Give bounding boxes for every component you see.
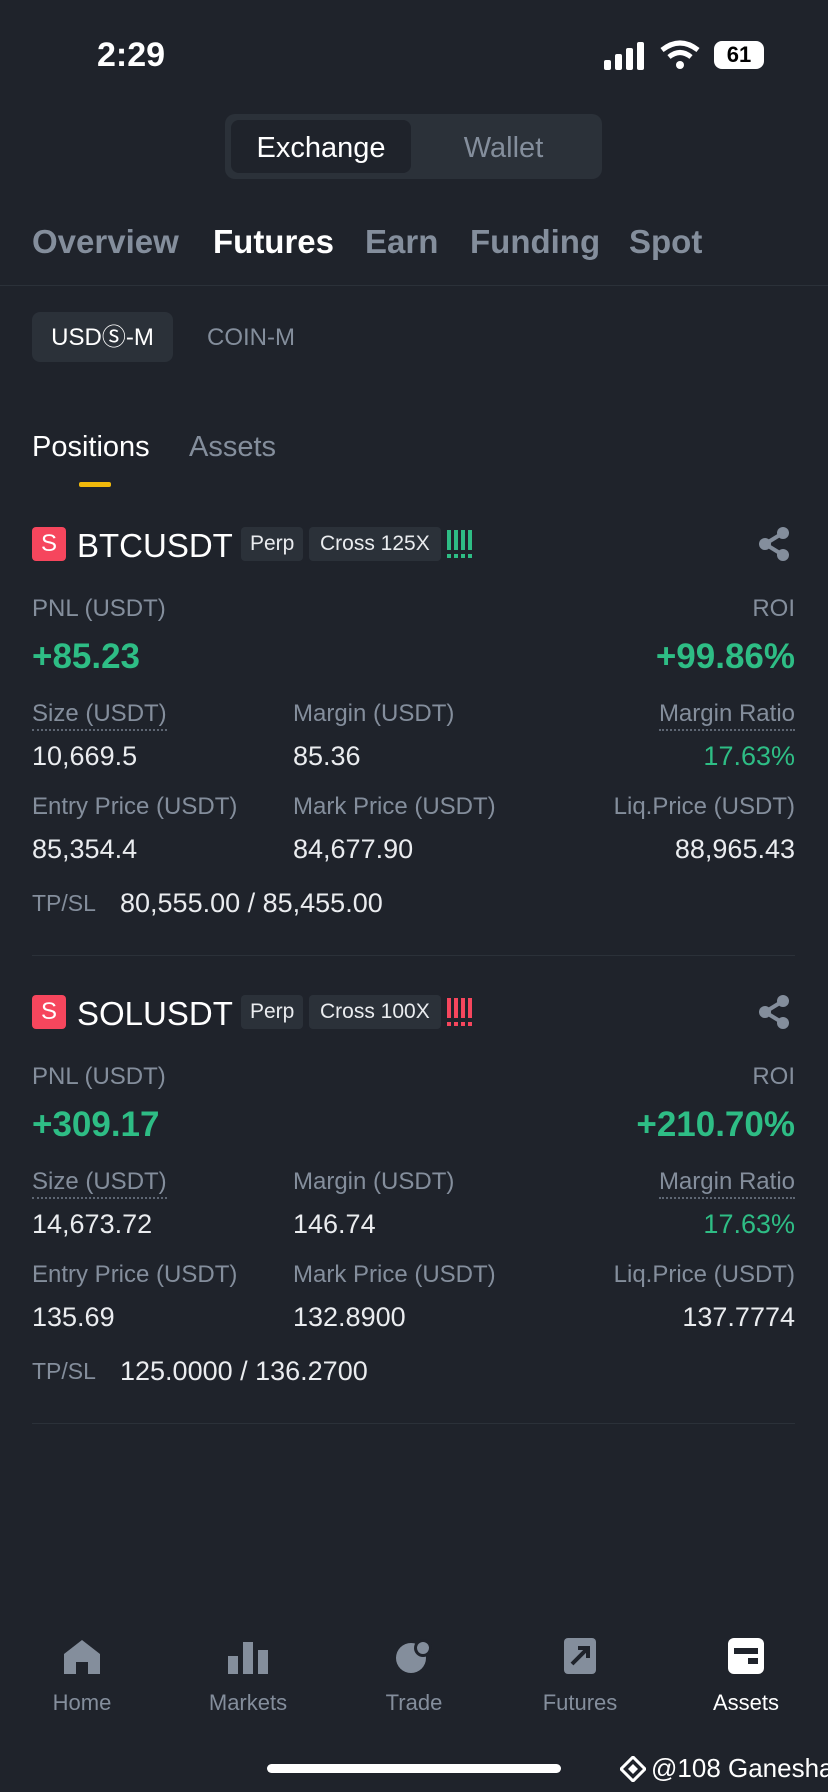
nav-icon	[560, 1638, 600, 1674]
field-label: Margin (USDT)	[293, 700, 455, 727]
position-tab[interactable]: Assets	[189, 431, 277, 463]
segment-wallet[interactable]: Wallet	[463, 132, 544, 164]
subtab[interactable]: COIN-M	[207, 324, 295, 351]
pnl-value: +309.17	[32, 1105, 160, 1144]
nav-icon	[394, 1638, 434, 1674]
field-value: 85,354.4	[32, 834, 138, 864]
tpsl-value: 80,555.00 / 85,455.00	[120, 888, 383, 918]
nav-icon	[228, 1638, 268, 1674]
segment-active	[231, 120, 411, 173]
divider	[0, 285, 828, 286]
badge: S	[32, 995, 66, 1029]
field-value: 135.69	[32, 1302, 115, 1332]
field-label: Size (USDT)	[32, 1170, 167, 1199]
share-icon[interactable]	[758, 995, 790, 1029]
badge: S	[32, 527, 66, 561]
status-time: 2:29	[97, 36, 166, 74]
roi-label: ROI	[752, 1063, 795, 1090]
tab[interactable]: Earn	[365, 223, 439, 260]
field-label: Liq.Price (USDT)	[613, 1261, 795, 1288]
field-label: Margin Ratio	[658, 702, 795, 731]
roi-value: +210.70%	[636, 1105, 795, 1144]
watermark: @108 Ganesha	[651, 1753, 828, 1783]
wifi-icon	[660, 40, 700, 70]
tab[interactable]: Futures	[213, 223, 335, 260]
field-value: 132.8900	[293, 1302, 406, 1332]
home-indicator	[267, 1764, 561, 1773]
risk-icon	[447, 530, 475, 558]
field-value: 146.74	[293, 1209, 376, 1239]
field-label: Mark Price (USDT)	[293, 1261, 496, 1288]
field-value: 84,677.90	[293, 834, 414, 864]
nav-label[interactable]: Assets	[712, 1690, 780, 1715]
subtab[interactable]: USDⓈ-M	[51, 324, 154, 351]
nav-label[interactable]: Futures	[542, 1690, 618, 1715]
roi-value: +99.86%	[655, 637, 795, 676]
tab-underline	[79, 482, 111, 487]
symbol[interactable]: SOLUSDT	[77, 995, 233, 1032]
field-value: 10,669.5	[32, 741, 138, 771]
position-tab[interactable]: Positions	[32, 431, 150, 463]
field-value: 85.36	[293, 741, 361, 771]
tag: Cross 125X	[309, 527, 441, 561]
field-value: 17.63%	[703, 741, 795, 771]
field-label: Entry Price (USDT)	[32, 1261, 238, 1288]
tag: Perp	[241, 995, 304, 1029]
nav-label[interactable]: Home	[52, 1690, 112, 1715]
field-label: Entry Price (USDT)	[32, 793, 238, 820]
pnl-value: +85.23	[32, 637, 141, 676]
field-value: 17.63%	[703, 1209, 795, 1239]
signal-icon	[604, 42, 648, 70]
field-value: 137.7774	[682, 1302, 795, 1332]
field-label: Size (USDT)	[32, 702, 167, 731]
watermark-icon	[618, 1754, 648, 1784]
field-label: Margin Ratio	[658, 1170, 795, 1199]
share-icon[interactable]	[758, 527, 790, 561]
field-value: 14,673.72	[32, 1209, 153, 1239]
field-value: 88,965.43	[674, 834, 795, 864]
tab[interactable]: Spot	[629, 223, 703, 260]
field-label: Mark Price (USDT)	[293, 793, 496, 820]
tag: Cross 100X	[309, 995, 441, 1029]
tpsl-label: TP/SL	[32, 890, 96, 916]
segment-exchange[interactable]: Exchange	[256, 132, 386, 164]
nav-icon	[726, 1638, 766, 1674]
tpsl-label: TP/SL	[32, 1358, 96, 1384]
nav-icon	[62, 1638, 102, 1674]
roi-label: ROI	[752, 595, 795, 622]
field-label: Margin (USDT)	[293, 1168, 455, 1195]
symbol[interactable]: BTCUSDT	[77, 527, 233, 564]
divider	[32, 1423, 795, 1424]
field-label: Liq.Price (USDT)	[613, 793, 795, 820]
tag: Perp	[241, 527, 304, 561]
nav-label[interactable]: Trade	[385, 1690, 443, 1715]
tab[interactable]: Funding	[470, 223, 601, 260]
risk-icon	[447, 998, 475, 1026]
pnl-label: PNL (USDT)	[32, 1063, 166, 1090]
divider	[32, 955, 795, 956]
battery: 61	[714, 41, 764, 69]
subtab-active	[32, 312, 173, 362]
pnl-label: PNL (USDT)	[32, 595, 166, 622]
nav-label[interactable]: Markets	[208, 1690, 288, 1715]
tab[interactable]: Overview	[32, 223, 179, 260]
tpsl-value: 125.0000 / 136.2700	[120, 1356, 368, 1386]
